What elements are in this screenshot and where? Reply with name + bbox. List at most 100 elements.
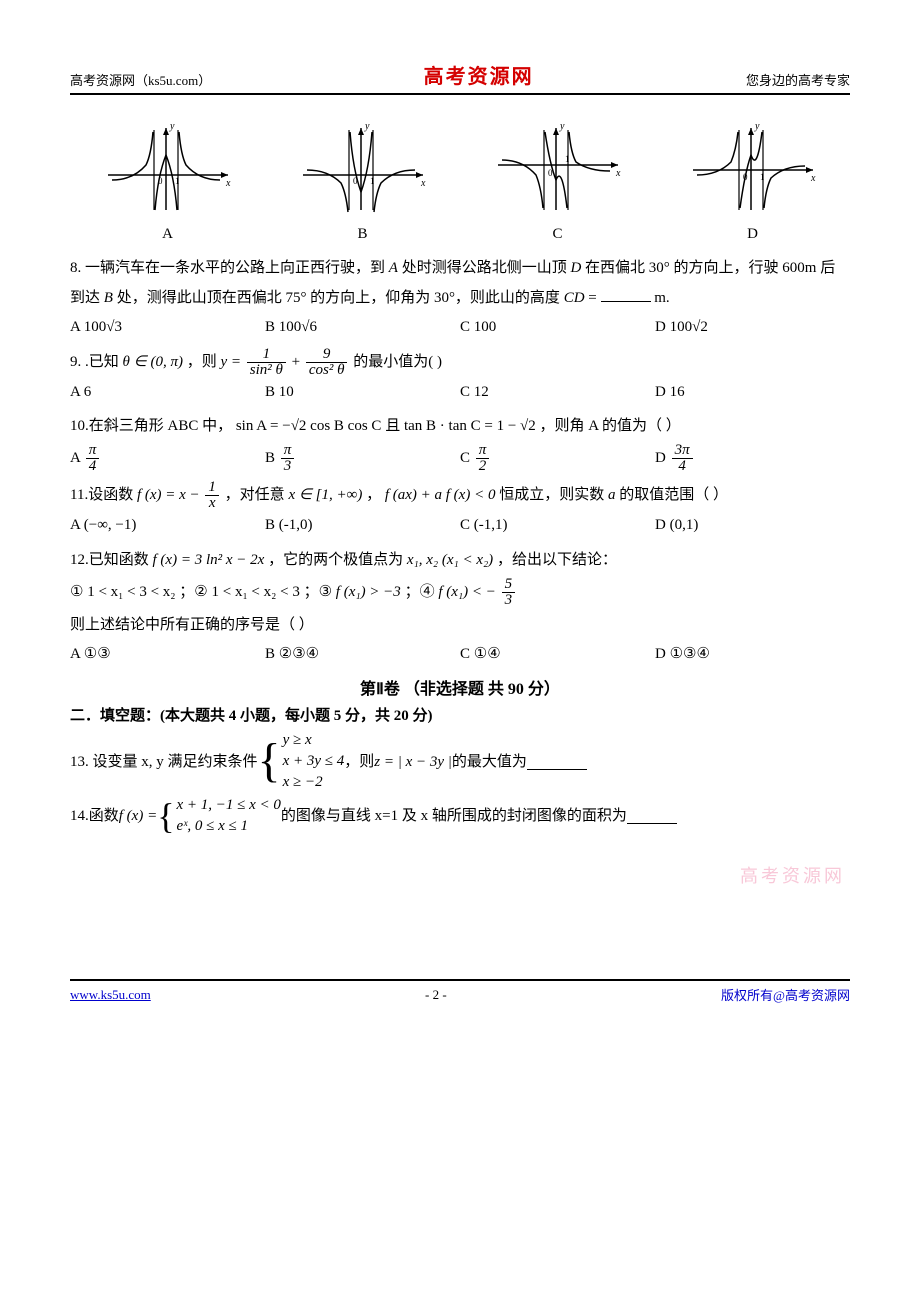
q11-den: x xyxy=(205,496,219,511)
q11-post: 恒成立，则实数 xyxy=(499,487,608,503)
q12-l2b: ；④ xyxy=(405,584,439,600)
q8-opt-c: C 100 xyxy=(460,315,655,341)
q9-frac2: 9cos² θ xyxy=(306,347,348,378)
q9-num1: 1 xyxy=(247,347,286,363)
q12-num: 5 xyxy=(502,577,516,593)
q8-pointA: A xyxy=(389,260,398,276)
q11-opt-d: D (0,1) xyxy=(655,513,850,539)
q9-plus: + xyxy=(292,354,304,370)
q13-brace: { y ≥ x x + 3y ≤ 4 x ≥ −2 xyxy=(258,730,345,793)
q12-den: 3 xyxy=(502,593,516,608)
svg-text:y: y xyxy=(169,121,175,132)
watermark: 高考资源网 xyxy=(740,862,845,888)
q9-opt-a: A 6 xyxy=(70,380,265,406)
q14-post: 的图像与直线 x=1 及 x 轴所围成的封闭图像的面积为 xyxy=(281,801,627,831)
q8-opt-c-val: 100 xyxy=(474,319,497,335)
q8-pointD: D xyxy=(570,260,581,276)
q10-d-den: 4 xyxy=(672,459,693,474)
header-center: 高考资源网 xyxy=(424,60,534,89)
q10-eq1: sin A = −√2 cos B cos C xyxy=(236,418,382,434)
q12-opt-b: B ②③④ xyxy=(265,642,460,668)
option-graph-labels: A B C D xyxy=(70,226,850,243)
q8-eq: = xyxy=(585,290,601,306)
q11-ineq: f (ax) + a f (x) < 0 xyxy=(385,487,496,503)
q11-opt-a: A (−∞, −1) xyxy=(70,513,265,539)
q11-dom: x ∈ [1, +∞) xyxy=(288,487,362,503)
q9-theta: θ ∈ (0, π) xyxy=(123,354,183,370)
q13-c2: x + 3y ≤ 4 xyxy=(283,751,345,772)
q8-opt-a-lbl: A xyxy=(70,319,84,335)
graph-label-d: D xyxy=(655,226,850,243)
footer-left: www.ks5u.com xyxy=(70,987,151,1003)
page-footer: www.ks5u.com - 2 - 版权所有@高考资源网 xyxy=(70,985,850,1004)
svg-text:1: 1 xyxy=(565,154,570,164)
q9-pre: 9. .已知 xyxy=(70,354,119,370)
graph-a: y x 0 1 xyxy=(70,120,265,220)
q8-opt-d-lbl: D xyxy=(655,319,670,335)
q11-pre: 11.设函数 xyxy=(70,487,137,503)
q10-d-lbl: D xyxy=(655,450,670,466)
question-9: 9. .已知 θ ∈ (0, π) ，则 y = 1sin² θ + 9cos²… xyxy=(70,347,850,378)
q8-opt-b-val: 100√6 xyxy=(279,319,317,335)
q10-b-num: π xyxy=(281,443,295,459)
q11-fx: f (x) = x − xyxy=(137,487,203,503)
q10-a-den: 4 xyxy=(86,459,100,474)
q13-c3: x ≥ −2 xyxy=(283,772,345,793)
question-8: 8. 一辆汽车在一条水平的公路上向正西行驶，到 A 处时测得公路北侧一山顶 D … xyxy=(70,253,850,313)
q9-num2: 9 xyxy=(306,347,348,363)
section-2-intro: 二．填空题：(本大题共 4 小题，每小题 5 分，共 20 分) xyxy=(70,703,850,730)
header-right: 您身边的高考专家 xyxy=(746,70,850,89)
brace-icon: { xyxy=(157,802,174,831)
question-12-line3: 则上述结论中所有正确的序号是（ ） xyxy=(70,610,850,640)
svg-text:1: 1 xyxy=(760,172,765,182)
q12-options: A ①③ B ②③④ C ①④ D ①③④ xyxy=(70,642,850,668)
svg-text:x: x xyxy=(420,178,426,189)
q12-f1a: f (x₁) > −3 xyxy=(336,584,401,600)
q11-opt-c: C (-1,1) xyxy=(460,513,655,539)
q10-opt-d: D 3π4 xyxy=(655,443,850,474)
q9-frac1: 1sin² θ xyxy=(247,347,286,378)
q10-d-num: 3π xyxy=(672,443,693,459)
q10-pre: 10.在斜三角形 ABC 中， xyxy=(70,418,232,434)
q14-fx: f (x) = xyxy=(119,801,157,831)
q9-options: A 6 B 10 C 12 D 16 xyxy=(70,380,850,406)
q12-post: ，给出以下结论： xyxy=(497,552,617,568)
q12-pre: 12.已知函数 xyxy=(70,552,153,568)
footer-rule xyxy=(70,979,850,981)
question-12: 12.已知函数 f (x) = 3 ln² x − 2x ，它的两个极值点为 x… xyxy=(70,545,850,575)
q11-num: 1 xyxy=(205,480,219,496)
q9-den2: cos² θ xyxy=(306,363,348,378)
graph-b: y x 0 1 xyxy=(265,120,460,220)
q8-opt-d: D 100√2 xyxy=(655,315,850,341)
q12-l2a: ① 1 < x₁ < 3 < x₂ ；② 1 < x₁ < x₂ < 3 ；③ xyxy=(70,584,336,600)
graph-c: y x 0 1 xyxy=(460,120,655,220)
q10-options: A π4 B π3 C π2 D 3π4 xyxy=(70,443,850,474)
section-2-title: 第Ⅱ卷 （非选择题 共 90 分） xyxy=(70,675,850,699)
q10-post: ，则角 A 的值为（ ） xyxy=(540,418,681,434)
brace-icon: { xyxy=(258,742,281,780)
q10-c-num: π xyxy=(476,443,490,459)
q12-f1b: f (x₁) < − xyxy=(438,584,496,600)
q10-opt-a: A π4 xyxy=(70,443,265,474)
q13-post: 的最大值为 xyxy=(452,747,527,777)
q8-text4: 处，测得此山顶在西偏北 75° 的方向上，仰角为 30°，则此山的高度 xyxy=(113,290,564,306)
q10-b-den: 3 xyxy=(281,459,295,474)
question-13: 13. 设变量 x, y 满足约束条件 { y ≥ x x + 3y ≤ 4 x… xyxy=(70,730,850,793)
svg-text:x: x xyxy=(225,178,231,189)
q11-a: a xyxy=(608,487,616,503)
q8-options: A 100√3 B 100√6 C 100 D 100√2 xyxy=(70,315,850,341)
q9-post: 的最小值为( ) xyxy=(353,354,442,370)
q9-opt-c: C 12 xyxy=(460,380,655,406)
q10-c-lbl: C xyxy=(460,450,474,466)
q9-opt-b: B 10 xyxy=(265,380,460,406)
option-graphs: y x 0 1 y x 0 1 xyxy=(70,120,850,220)
q12-frac: 53 xyxy=(502,577,516,608)
q11-mid: ，对任意 xyxy=(225,487,289,503)
q12-opt-d: D ①③④ xyxy=(655,642,850,668)
q11-comma: ， xyxy=(366,487,381,503)
footer-right: 版权所有@高考资源网 xyxy=(721,985,850,1004)
q13-mid: ，则 xyxy=(344,747,374,777)
question-11: 11.设函数 f (x) = x − 1x ，对任意 x ∈ [1, +∞) ，… xyxy=(70,480,850,511)
footer-page-number: - 2 - xyxy=(425,987,447,1003)
q11-options: A (−∞, −1) B (-1,0) C (-1,1) D (0,1) xyxy=(70,513,850,539)
